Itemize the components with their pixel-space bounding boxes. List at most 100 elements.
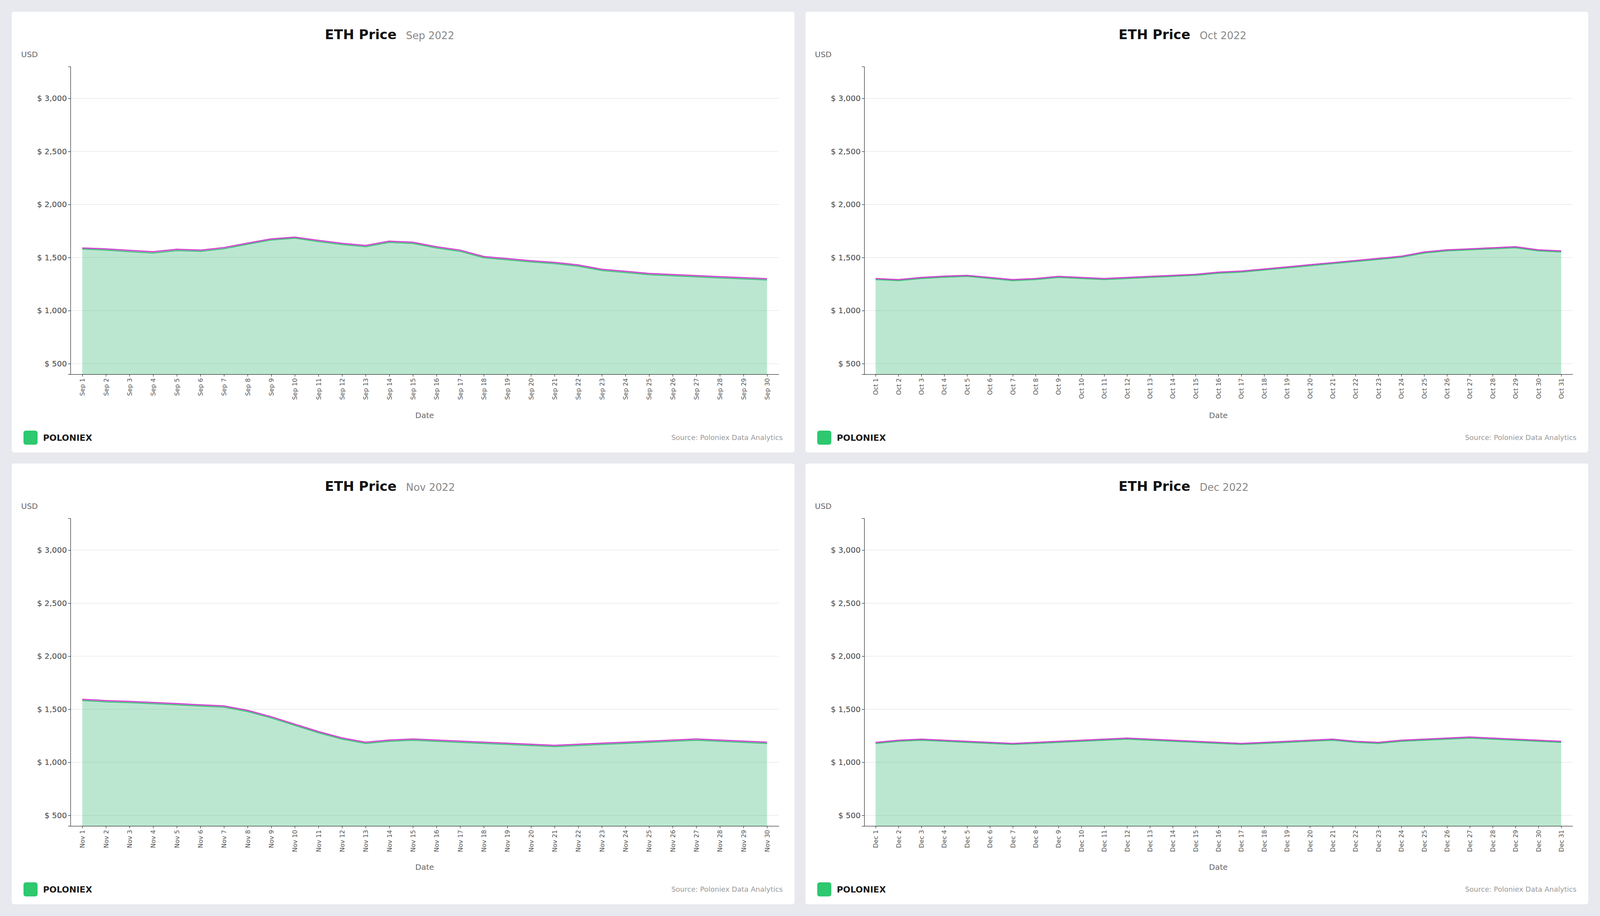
x-tick: Sep 26 — [669, 374, 677, 400]
grid-line — [864, 602, 1573, 604]
x-tick-label: Oct 7 — [1009, 378, 1017, 395]
x-tick: Nov 28 — [716, 825, 724, 853]
x-tick: Sep 3 — [126, 374, 134, 396]
line — [82, 237, 768, 279]
x-tick-mark — [767, 374, 768, 377]
x-tick-mark — [153, 825, 154, 829]
x-tick-mark — [719, 374, 721, 377]
x-tick-label: Nov 1 — [78, 829, 87, 849]
x-tick-label: Sep 10 — [291, 378, 299, 400]
x-tick-label: Sep 22 — [574, 378, 582, 400]
x-tick-label: Dec 10 — [1077, 829, 1086, 852]
y-tick-label: $ 1,500 — [37, 704, 67, 714]
y-tick-label: $ 1,500 — [830, 704, 861, 714]
x-axis-title: Date — [415, 410, 435, 420]
x-tick-label: Sep 11 — [315, 378, 323, 400]
x-tick: Oct 26 — [1443, 374, 1451, 399]
x-tick-label: Nov 17 — [456, 829, 465, 853]
x-tick-label: Nov 4 — [149, 829, 157, 849]
x-tick-label: Nov 27 — [692, 829, 701, 853]
x-tick-mark — [271, 825, 272, 829]
logo — [817, 882, 832, 897]
x-tick-mark — [460, 825, 461, 829]
x-tick-mark — [1218, 374, 1219, 377]
x-tick: Oct 10 — [1077, 374, 1086, 399]
y-tick: $ 1,500 — [830, 704, 865, 714]
line — [82, 699, 768, 746]
x-tick-mark — [1081, 825, 1082, 829]
x-tick-label: Sep 3 — [126, 378, 134, 396]
x-tick: Nov 21 — [551, 825, 559, 853]
x-tick: Sep 23 — [598, 374, 606, 400]
x-tick-label: Nov 22 — [574, 829, 582, 853]
grid-line — [70, 204, 779, 205]
x-tick: Nov 26 — [669, 825, 677, 853]
x-tick-mark — [672, 825, 674, 829]
y-tick: $ 2,000 — [37, 651, 71, 661]
panel: ETH PriceDec 2022Dec 1Dec 2Dec 3Dec 4Dec… — [805, 463, 1589, 905]
area-band — [875, 736, 1562, 745]
x-tick-label: Oct 6 — [986, 378, 994, 395]
x-tick-label: Nov 5 — [173, 829, 181, 849]
x-tick-label: Sep 5 — [173, 378, 181, 396]
x-tick: Oct 20 — [1306, 374, 1314, 399]
x-tick: Nov 9 — [267, 825, 276, 849]
annotation: Source: Poloniex Data Analytics — [1464, 884, 1577, 894]
y-axis-title: USD — [21, 49, 38, 60]
y-tick: $ 500 — [838, 810, 865, 820]
x-tick: Oct 23 — [1374, 374, 1383, 399]
x-tick-mark — [1104, 825, 1105, 829]
y-tick: $ 3,000 — [830, 93, 865, 103]
area-band — [875, 246, 1562, 281]
x-tick: Sep 5 — [173, 374, 181, 396]
y-tick: $ 2,000 — [830, 199, 865, 210]
subtitle: Sep 2022 — [405, 29, 455, 42]
panel-background — [805, 463, 1589, 905]
x-tick-label: Dec 14 — [1169, 829, 1177, 852]
y-tick-mark — [861, 98, 865, 99]
x-tick: Dec 17 — [1237, 825, 1246, 852]
x-tick-mark — [1378, 825, 1379, 829]
plot-area: Dec 1Dec 2Dec 3Dec 4Dec 5Dec 6Dec 7Dec 8… — [830, 518, 1573, 853]
x-tick: Nov 6 — [196, 825, 205, 849]
x-tick-label: Dec 25 — [1420, 829, 1429, 852]
y-tick-mark — [861, 709, 865, 710]
x-tick: Sep 11 — [315, 374, 323, 400]
y-tick: $ 2,000 — [37, 199, 71, 210]
x-tick-label: Oct 25 — [1420, 378, 1429, 399]
x-tick-mark — [1218, 825, 1219, 829]
x-tick-label: Nov 15 — [409, 829, 417, 853]
x-tick-mark — [436, 374, 437, 377]
x-tick: Sep 7 — [220, 374, 228, 396]
y-axis-line — [861, 66, 865, 375]
x-tick-label: Oct 27 — [1466, 378, 1474, 399]
plot-area: Nov 1Nov 2Nov 3Nov 4Nov 5Nov 6Nov 7Nov 8… — [37, 518, 780, 853]
x-tick: Oct 15 — [1192, 374, 1200, 399]
x-tick: Dec 2 — [895, 825, 903, 848]
x-tick-mark — [696, 825, 697, 829]
x-tick-label: Dec 29 — [1511, 829, 1520, 852]
x-tick: Nov 16 — [432, 825, 441, 853]
y-tick: $ 1,500 — [37, 252, 71, 263]
x-tick: Dec 15 — [1192, 825, 1200, 852]
x-tick: Dec 3 — [917, 825, 926, 848]
y-tick-label: $ 3,000 — [37, 545, 67, 555]
x-tick: Nov 7 — [220, 825, 228, 849]
y-axis-title: USD — [21, 501, 38, 511]
y-tick-label: $ 500 — [44, 358, 67, 369]
x-tick: Sep 14 — [385, 374, 394, 400]
x-tick-mark — [719, 825, 721, 829]
y-tick: $ 1,000 — [830, 757, 865, 767]
x-tick: Oct 1 — [872, 374, 880, 395]
x-tick-mark — [554, 374, 555, 377]
x-tick: Sep 15 — [409, 374, 417, 400]
x-tick-label: Nov 14 — [385, 829, 394, 853]
x-tick-label: Dec 30 — [1535, 829, 1543, 852]
x-tick-mark — [129, 825, 130, 829]
chart-page: ETH PriceSep 2022Sep 1Sep 2Sep 3Sep 4Sep… — [0, 0, 1600, 916]
y-tick-label: $ 2,500 — [830, 146, 861, 157]
x-tick-label: Oct 24 — [1397, 378, 1406, 399]
x-tick: Oct 11 — [1100, 374, 1109, 399]
x-tick-label: Nov 9 — [267, 829, 276, 849]
x-tick: Nov 8 — [244, 825, 252, 849]
